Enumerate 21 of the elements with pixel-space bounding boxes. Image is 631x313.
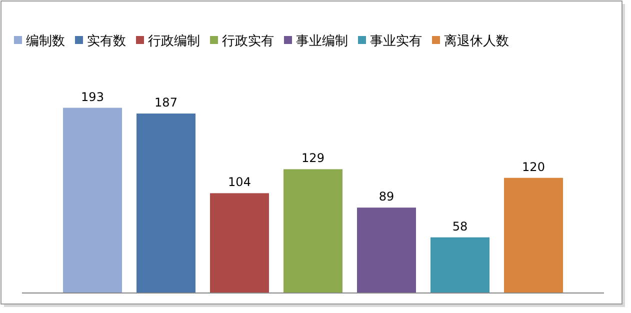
bar	[136, 114, 196, 293]
legend-label: 事业编制	[296, 34, 348, 49]
legend-label: 行政编制	[148, 34, 200, 49]
bar	[63, 108, 122, 293]
legend-label: 实有数	[87, 34, 126, 49]
bar	[430, 237, 490, 293]
legend-label: 编制数	[26, 34, 65, 49]
bar	[357, 208, 416, 293]
data-label: 187	[154, 96, 178, 110]
bar	[284, 169, 342, 293]
legend-label: 事业实有	[370, 34, 422, 49]
bar	[504, 178, 563, 293]
data-label: 58	[452, 219, 468, 234]
data-label: 120	[522, 160, 545, 174]
data-label: 129	[302, 151, 324, 166]
data-label: 89	[378, 190, 394, 204]
data-label: 104	[228, 175, 251, 190]
data-label: 193	[81, 90, 104, 104]
legend-label: 离退休人数	[444, 33, 509, 49]
legend-label: 行政实有	[222, 34, 274, 49]
bar	[210, 193, 269, 293]
